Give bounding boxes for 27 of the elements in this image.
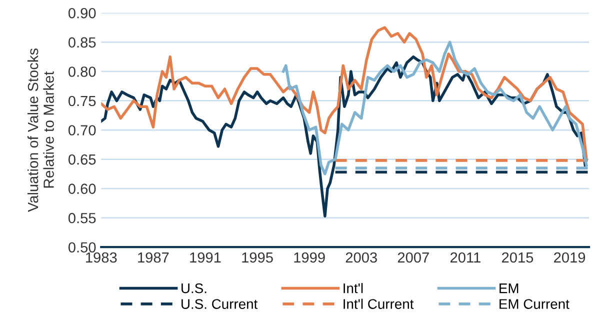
y-tick-label: 0.65 xyxy=(68,154,96,165)
y-tick-label: 0.60 xyxy=(68,184,96,194)
legend-label: U.S. Current xyxy=(182,299,258,309)
y-tick-label: 0.70 xyxy=(68,125,96,136)
legend-label: U.S. xyxy=(182,283,206,294)
y-tick-label: 0.50 xyxy=(68,242,96,253)
x-tick-label: 2019 xyxy=(554,252,586,263)
y-tick-label: 0.75 xyxy=(68,96,96,106)
x-tick-label: 2015 xyxy=(502,252,534,263)
y-tick-label: 0.80 xyxy=(68,66,96,77)
legend-label: Int'l xyxy=(344,283,363,294)
x-tick-label: 2007 xyxy=(398,252,429,263)
y-axis-title: Valuation of Value Stocks Relative to Market xyxy=(27,48,54,212)
y-tick-label: 0.90 xyxy=(68,8,96,18)
x-tick-label: 1987 xyxy=(138,252,169,263)
legend-label: Int'l Current xyxy=(344,298,414,309)
x-tick-label: 2011 xyxy=(450,252,480,263)
x-tick-label: 1995 xyxy=(242,252,273,263)
x-tick-label: 1999 xyxy=(294,252,325,263)
line-series xyxy=(282,40,588,176)
legend-label: EM Current xyxy=(500,299,570,309)
y-tick-label: 0.85 xyxy=(68,37,96,48)
x-tick-label: 1983 xyxy=(86,252,117,263)
legend-label: EM xyxy=(500,284,518,294)
x-tick-label: 2003 xyxy=(346,252,377,263)
y-tick-label: 0.55 xyxy=(68,212,96,224)
x-tick-label: 1991 xyxy=(190,252,221,263)
